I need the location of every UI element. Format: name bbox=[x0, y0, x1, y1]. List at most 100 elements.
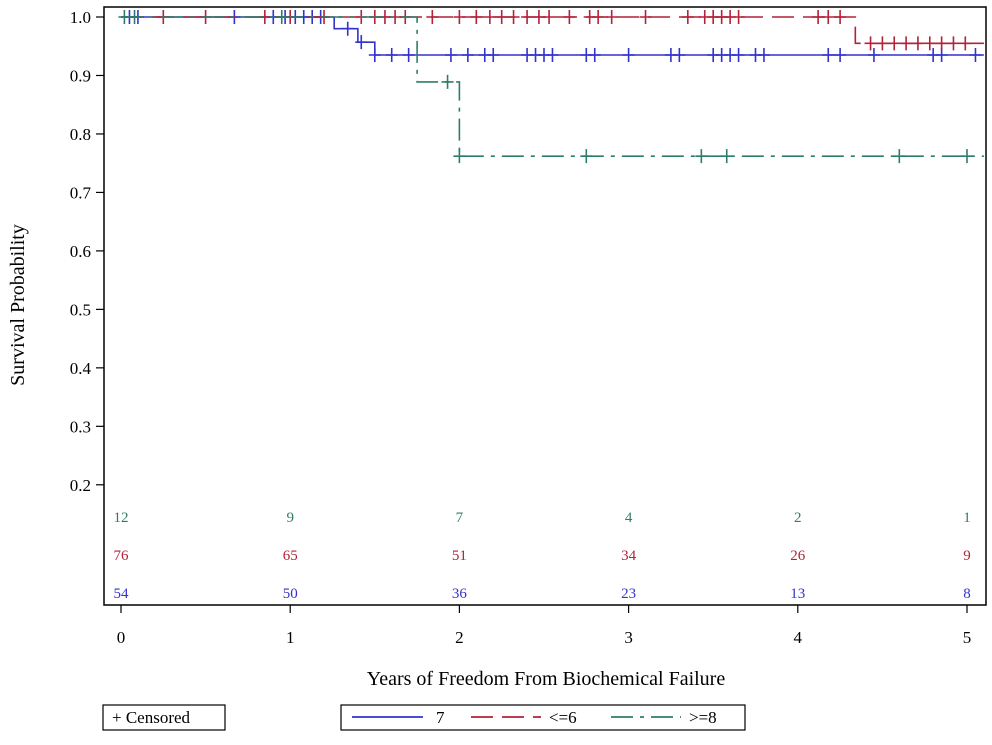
legend-label: 7 bbox=[436, 708, 445, 727]
censor-mark bbox=[681, 10, 694, 24]
x-tick-label: 3 bbox=[624, 628, 633, 647]
y-axis-title: Survival Probability bbox=[7, 224, 29, 386]
legend: + Censored 7 <=6 >=8 bbox=[102, 704, 746, 731]
censor-mark bbox=[507, 10, 520, 24]
censor-mark bbox=[275, 10, 288, 24]
censor-mark bbox=[893, 149, 906, 164]
at-risk-count: 50 bbox=[283, 586, 298, 602]
censor-mark bbox=[834, 48, 847, 63]
censor-mark bbox=[521, 10, 534, 24]
at-risk-count: 2 bbox=[794, 510, 802, 526]
censor-mark bbox=[588, 48, 601, 63]
censor-mark bbox=[622, 48, 635, 63]
x-tick-label: 5 bbox=[963, 628, 972, 647]
censor-mark bbox=[118, 10, 131, 24]
censor-mark bbox=[453, 149, 466, 164]
at-risk-count: 51 bbox=[452, 548, 467, 564]
series-2 bbox=[118, 10, 984, 164]
censor-mark bbox=[461, 48, 474, 63]
x-tick-label: 0 bbox=[117, 628, 126, 647]
censor-mark bbox=[639, 10, 652, 24]
y-tick-label: 0.5 bbox=[70, 300, 91, 319]
censor-legend-label: + Censored bbox=[112, 708, 191, 727]
censor-mark bbox=[426, 10, 439, 24]
censor-mark bbox=[720, 149, 733, 164]
y-tick-label: 0.3 bbox=[70, 417, 91, 436]
at-risk-table: 54 50 36 23 13 8 76 65 51 34 26 9 12 9 7 4 2 1 bbox=[114, 510, 971, 602]
censor-mark bbox=[935, 48, 948, 63]
x-axis-title: Years of Freedom From Biochemical Failur… bbox=[367, 668, 726, 690]
y-tick-label: 0.9 bbox=[70, 66, 91, 85]
censor-mark bbox=[959, 36, 972, 51]
at-risk-count: 26 bbox=[790, 548, 806, 564]
at-risk-count: 65 bbox=[283, 548, 298, 564]
at-risk-count: 9 bbox=[286, 510, 294, 526]
censor-mark bbox=[732, 48, 745, 63]
censor-mark bbox=[532, 10, 545, 24]
censor-mark bbox=[969, 48, 982, 63]
at-risk-count: 36 bbox=[452, 586, 468, 602]
censor-mark bbox=[673, 48, 686, 63]
censor-mark bbox=[812, 10, 825, 24]
censor-mark bbox=[483, 10, 496, 24]
censor-mark bbox=[605, 10, 618, 24]
censor-mark bbox=[732, 10, 745, 24]
censor-mark bbox=[695, 149, 708, 164]
censor-mark bbox=[592, 10, 605, 24]
at-risk-count: 8 bbox=[963, 586, 971, 602]
series-line bbox=[121, 16, 984, 157]
censor-mark bbox=[580, 149, 593, 164]
y-tick-label: 0.6 bbox=[70, 242, 91, 261]
censor-mark bbox=[128, 10, 141, 24]
censor-mark bbox=[563, 10, 576, 24]
censor-mark bbox=[876, 36, 889, 51]
censor-mark bbox=[543, 10, 556, 24]
censor-mark bbox=[888, 36, 901, 51]
x-tick-label: 4 bbox=[794, 628, 803, 647]
at-risk-count: 12 bbox=[114, 510, 129, 526]
censor-mark bbox=[355, 35, 368, 50]
censor-mark bbox=[935, 36, 948, 51]
censor-mark bbox=[864, 36, 877, 51]
y-tick-label: 1.0 bbox=[70, 8, 91, 27]
at-risk-count: 4 bbox=[625, 510, 633, 526]
censor-mark bbox=[757, 48, 770, 63]
censor-mark bbox=[822, 48, 835, 63]
censor-mark bbox=[444, 48, 457, 63]
series-layer bbox=[118, 10, 984, 164]
y-tick-label: 0.2 bbox=[70, 476, 91, 495]
y-tick-label: 0.4 bbox=[70, 359, 92, 378]
at-risk-count: 9 bbox=[963, 548, 971, 564]
at-risk-count: 34 bbox=[621, 548, 637, 564]
at-risk-count: 76 bbox=[114, 548, 130, 564]
censor-mark bbox=[368, 48, 381, 63]
legend-label: >=8 bbox=[689, 708, 717, 727]
at-risk-count: 23 bbox=[621, 586, 636, 602]
censor-mark bbox=[341, 21, 354, 36]
legend-label: <=6 bbox=[549, 708, 577, 727]
censor-mark bbox=[385, 48, 398, 63]
censor-mark bbox=[441, 74, 454, 89]
censor-mark bbox=[470, 10, 483, 24]
x-tick-label: 1 bbox=[286, 628, 295, 647]
censor-mark bbox=[947, 36, 960, 51]
at-risk-count: 7 bbox=[456, 510, 464, 526]
series-1 bbox=[121, 10, 984, 51]
censor-legend-box bbox=[102, 704, 226, 731]
x-tick-label: 2 bbox=[455, 628, 464, 647]
censor-mark bbox=[402, 48, 415, 63]
axes: 0 1 2 3 4 50.20.30.40.50.60.70.80.91.0 bbox=[70, 6, 987, 647]
censor-mark bbox=[834, 10, 847, 24]
at-risk-count: 13 bbox=[790, 586, 805, 602]
y-tick-label: 0.7 bbox=[70, 183, 92, 202]
series-line bbox=[121, 16, 984, 45]
y-tick-label: 0.8 bbox=[70, 125, 91, 144]
censor-mark bbox=[867, 48, 880, 63]
at-risk-count: 1 bbox=[963, 510, 971, 526]
plot-frame bbox=[103, 6, 987, 606]
censor-mark bbox=[546, 48, 559, 63]
censor-mark bbox=[453, 10, 466, 24]
censor-mark bbox=[923, 36, 936, 51]
